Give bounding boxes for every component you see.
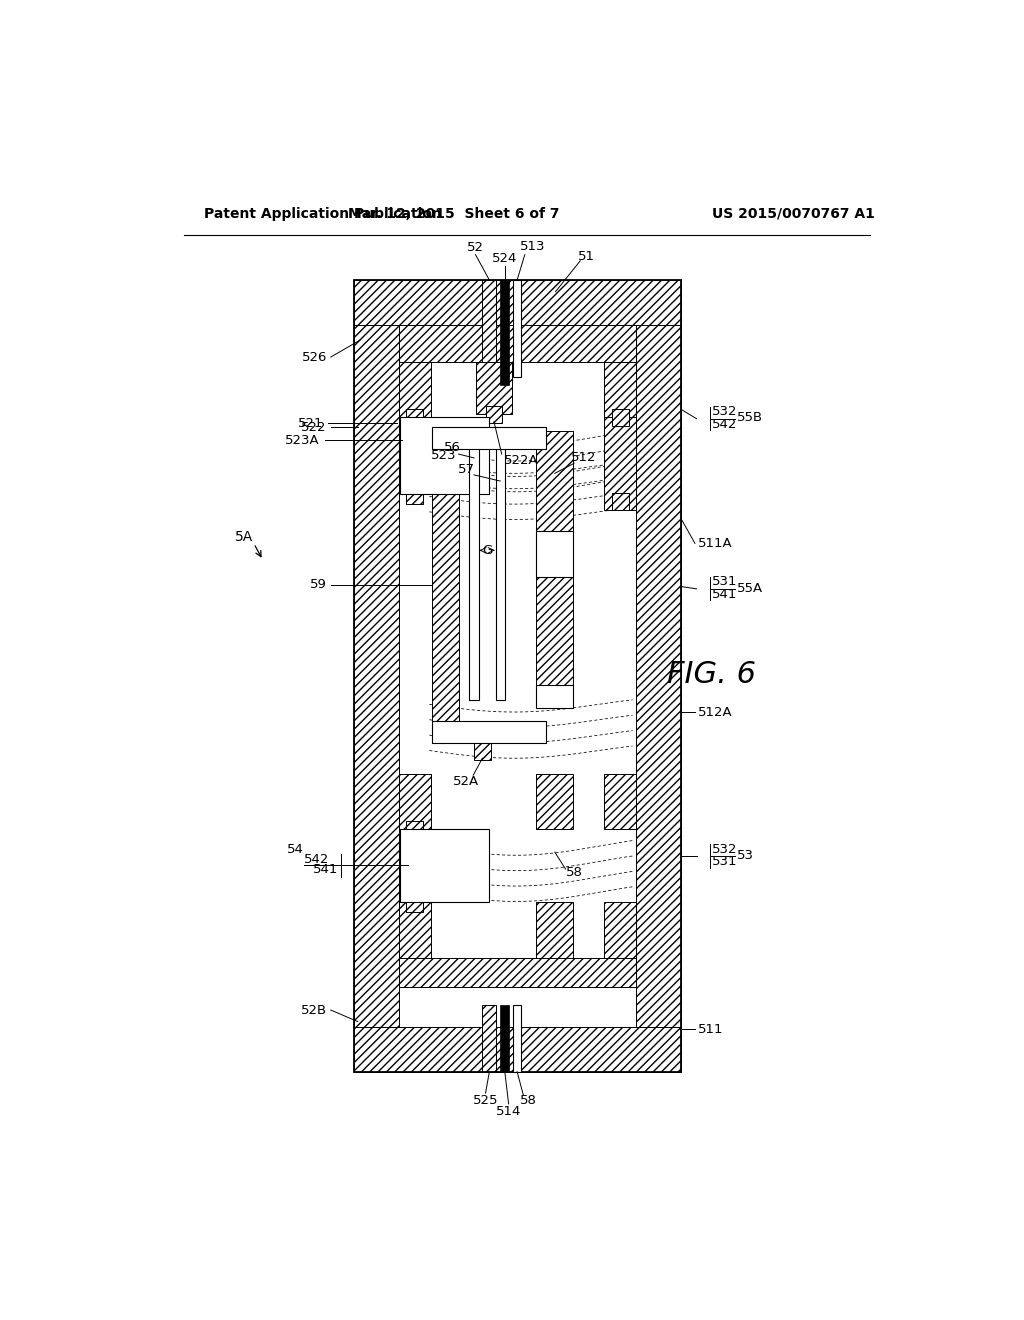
Text: 526: 526 [301, 351, 327, 363]
Bar [604, 774, 637, 829]
Bar [354, 1027, 681, 1072]
Text: 512: 512 [571, 451, 597, 465]
Bar [537, 685, 573, 708]
Text: 542: 542 [712, 417, 737, 430]
Text: 52A: 52A [453, 775, 478, 788]
Bar [407, 487, 423, 504]
Text: Patent Application Publication: Patent Application Publication [204, 207, 441, 220]
Text: 523A: 523A [285, 434, 319, 446]
Text: 522: 522 [301, 421, 327, 434]
Text: 542: 542 [304, 853, 330, 866]
Text: 59: 59 [310, 578, 327, 591]
Bar [496, 430, 505, 701]
Text: 531: 531 [712, 576, 737, 589]
Text: 54: 54 [287, 843, 304, 857]
Bar [469, 430, 478, 701]
Text: G: G [482, 544, 493, 557]
Bar [354, 325, 398, 1027]
Text: 511: 511 [698, 1023, 724, 1036]
Bar [469, 430, 478, 701]
Bar [537, 531, 573, 577]
Bar [604, 903, 637, 958]
Bar [500, 1005, 509, 1072]
Text: 52: 52 [467, 242, 484, 255]
Text: 512A: 512A [698, 705, 733, 718]
Bar [482, 280, 497, 378]
Bar [513, 1005, 521, 1072]
Bar [604, 362, 637, 417]
Bar [537, 577, 573, 685]
Text: 532: 532 [712, 842, 737, 855]
Text: Mar. 12, 2015  Sheet 6 of 7: Mar. 12, 2015 Sheet 6 of 7 [348, 207, 560, 220]
Bar [637, 325, 681, 1027]
Bar [500, 280, 509, 385]
Bar [398, 774, 431, 829]
Text: 541: 541 [313, 863, 339, 876]
Bar [398, 362, 431, 417]
Bar [407, 409, 423, 425]
Text: 58: 58 [520, 1094, 537, 1107]
Bar [496, 430, 505, 701]
Text: 531: 531 [712, 855, 737, 869]
Bar [398, 903, 431, 958]
Bar [611, 494, 629, 511]
Bar [354, 280, 681, 325]
Text: 5A: 5A [236, 531, 254, 544]
Bar [513, 280, 521, 378]
Text: 532: 532 [712, 405, 737, 418]
Text: 523: 523 [431, 449, 457, 462]
Bar [407, 895, 423, 912]
Bar [611, 409, 629, 425]
Bar [432, 721, 546, 743]
Bar [482, 1005, 497, 1072]
Bar [604, 417, 637, 510]
Bar [432, 428, 460, 743]
Text: 521: 521 [298, 417, 323, 430]
Bar [400, 829, 488, 903]
Bar [407, 821, 423, 838]
Bar [611, 793, 629, 809]
Text: 525: 525 [473, 1094, 499, 1107]
Text: 53: 53 [736, 849, 754, 862]
Text: 51: 51 [578, 251, 595, 264]
Text: FIG. 6: FIG. 6 [668, 660, 757, 689]
Bar [432, 721, 546, 743]
Text: 522A: 522A [504, 454, 539, 467]
Text: 55A: 55A [736, 582, 763, 594]
Bar [611, 921, 629, 939]
Bar [476, 362, 512, 414]
Bar [398, 958, 637, 987]
Text: 511A: 511A [698, 537, 733, 550]
Bar [354, 280, 681, 1072]
Bar [398, 325, 637, 362]
Text: 58: 58 [565, 866, 583, 879]
Text: 524: 524 [493, 252, 517, 265]
Bar [432, 428, 546, 449]
Text: US 2015/0070767 A1: US 2015/0070767 A1 [712, 207, 874, 220]
Text: 57: 57 [458, 463, 475, 477]
Bar [400, 417, 488, 494]
Bar [485, 405, 503, 422]
Text: 56: 56 [444, 441, 461, 454]
Text: 513: 513 [520, 240, 545, 253]
Bar [537, 430, 573, 531]
Bar [537, 903, 573, 958]
Bar [474, 743, 490, 760]
Bar [432, 428, 546, 449]
Text: 52B: 52B [301, 1003, 327, 1016]
Bar [537, 774, 573, 829]
Text: 55B: 55B [736, 412, 763, 425]
Text: 514: 514 [496, 1105, 521, 1118]
Text: 541: 541 [712, 587, 737, 601]
